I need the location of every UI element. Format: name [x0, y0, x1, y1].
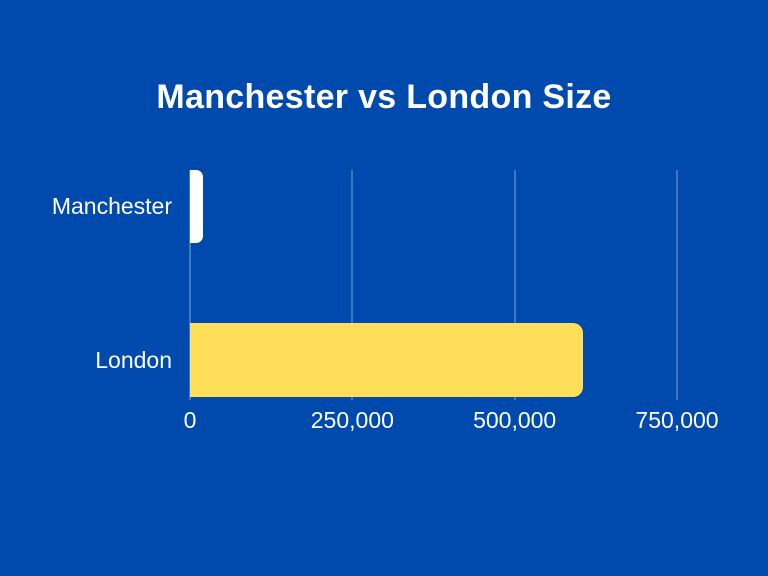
bar-london: [190, 323, 583, 397]
x-tick-label-250000: 250,000: [310, 407, 394, 433]
bar-manchester: [190, 170, 203, 243]
gridline-500000: [513, 170, 516, 400]
plot-area: [189, 170, 678, 400]
x-tick-label-0: 0: [183, 407, 197, 433]
x-tick-label-500000: 500,000: [473, 407, 557, 433]
gridline-750000: [676, 170, 678, 400]
gridline-250000: [351, 170, 354, 400]
x-axis: 0 250,000 500,000 750,000: [184, 406, 719, 436]
gridline-0: [189, 170, 191, 400]
x-tick-label-750000: 750,000: [635, 407, 719, 433]
chart-title: Manchester vs London Size: [156, 78, 612, 116]
y-axis-label-london: London: [95, 347, 172, 373]
y-axis-label-manchester: Manchester: [51, 193, 172, 219]
